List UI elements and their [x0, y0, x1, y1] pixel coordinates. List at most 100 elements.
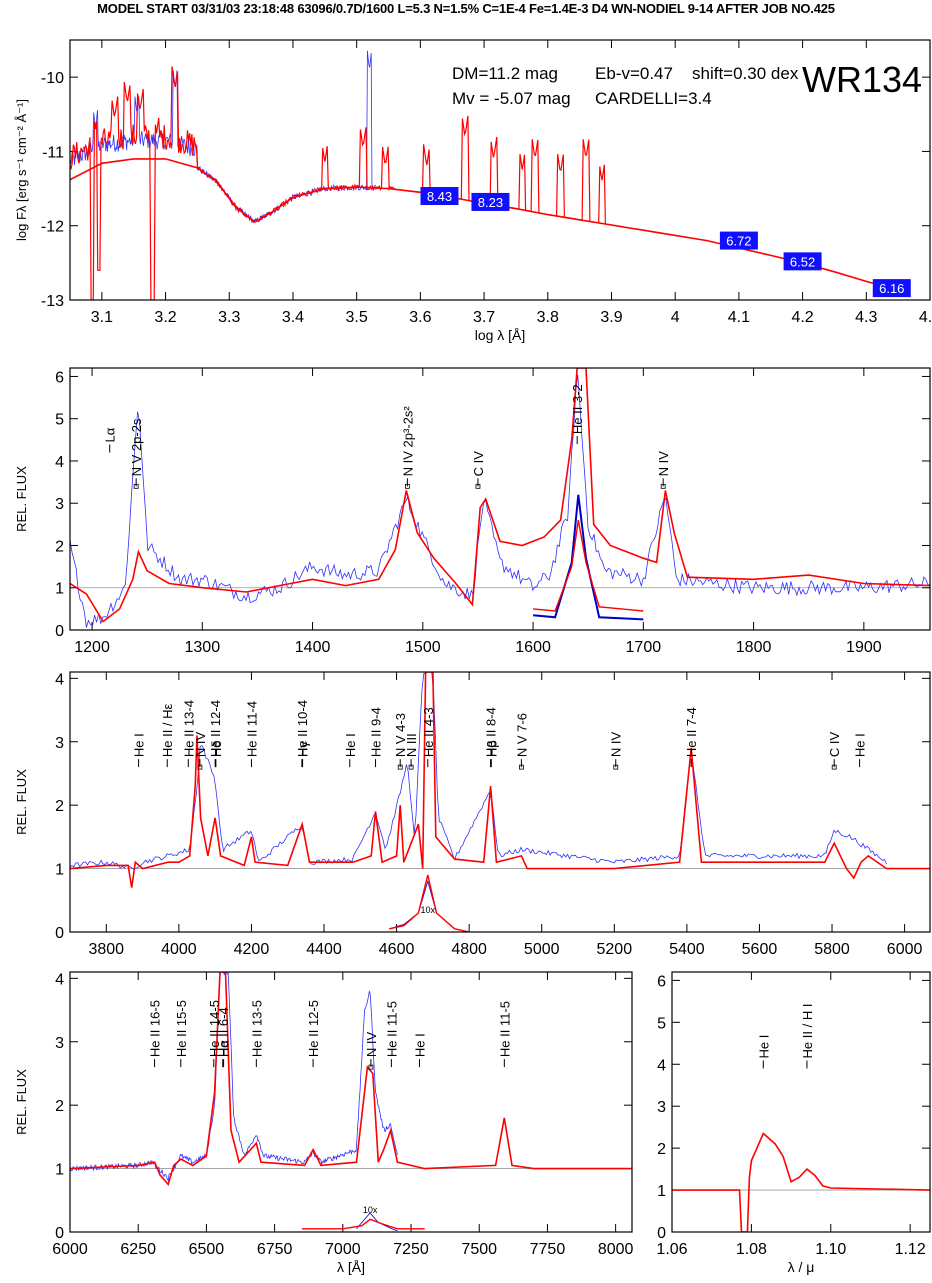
- x-tick-label: 1.12: [895, 1241, 926, 1258]
- x-tick-label: 7500: [461, 1241, 497, 1258]
- x-tick-label: 5000: [524, 941, 560, 958]
- x-tick-label: 5200: [597, 941, 633, 958]
- y-tick-label: 3: [55, 735, 64, 752]
- y-tick-label: 0: [55, 1225, 64, 1242]
- line-id-label: He II 11-5: [497, 1001, 512, 1057]
- x-tick-label: 1800: [736, 639, 772, 656]
- x-tick-label: 5400: [669, 941, 705, 958]
- y-axis-label: REL. FLUX: [14, 466, 29, 532]
- x-tick-label: 1.10: [815, 1241, 846, 1258]
- line-id-multiplet-marker: [408, 764, 414, 770]
- line-id-label: N V 2p-2s: [129, 418, 144, 476]
- x-tick-label: 4400: [306, 941, 342, 958]
- photometry-label: 8.23: [478, 195, 503, 210]
- x-tick-label: 7250: [393, 1241, 429, 1258]
- line-id-multiplet-marker: [613, 764, 619, 770]
- absolute-magnitude: Mv = -5.07 mag: [452, 89, 571, 108]
- x-tick-label: 4.2: [791, 309, 813, 326]
- x-tick-label: 7750: [530, 1241, 566, 1258]
- model-spectrum: [672, 1132, 930, 1232]
- x-tick-label: 3.4: [282, 309, 304, 326]
- x-tick-label: 1300: [185, 639, 221, 656]
- photometry-box: [872, 279, 911, 298]
- y-tick-label: -13: [41, 293, 64, 310]
- y-axis-label: REL. FLUX: [14, 1069, 29, 1135]
- line-id-label: He II 14-5: [207, 1000, 222, 1057]
- line-id-label: He I: [343, 733, 358, 757]
- photometry-box: [783, 252, 822, 271]
- line-id-label: C IV: [471, 451, 486, 477]
- model-continuum: [70, 158, 899, 292]
- model-spectrum: [70, 972, 632, 1187]
- x-tick-label: 6000: [52, 1241, 88, 1258]
- y-tick-label: -10: [41, 70, 64, 87]
- sed-frame: [69, 39, 931, 301]
- x-tick-label: 3800: [88, 941, 124, 958]
- y-tick-label: -12: [41, 219, 64, 236]
- line-id-multiplet-marker: [475, 483, 481, 489]
- x-tick-label: 4200: [234, 941, 270, 958]
- x-tick-label: 1600: [515, 639, 551, 656]
- line-id-label: Hγ: [296, 741, 311, 757]
- photometry-box: [471, 192, 510, 211]
- photometry-label: 6.16: [879, 281, 904, 296]
- line-id-label: Lα: [103, 427, 118, 442]
- line-id-label: He II 6-4: [216, 1007, 231, 1057]
- photometry-box: [420, 187, 459, 205]
- y-tick-label: 4: [657, 1057, 666, 1074]
- y-tick-label: 1: [55, 581, 64, 598]
- x-tick-label: 1.08: [736, 1241, 767, 1258]
- x-tick-label: 3.6: [409, 309, 431, 326]
- photometry-label: 8.43: [427, 189, 452, 204]
- line-id-label: N V 4-3: [393, 713, 408, 757]
- x-tick-label: 5600: [742, 941, 778, 958]
- y-tick-label: 1: [55, 862, 64, 879]
- star-name: WR134: [802, 59, 922, 100]
- line-id-label: He II 9-4: [369, 707, 384, 757]
- line-id-multiplet-marker: [404, 483, 410, 489]
- x-tick-label: 4: [671, 309, 680, 326]
- line-id-label: He II 13-4: [181, 700, 196, 757]
- x-tick-label: 1900: [846, 639, 882, 656]
- line-id-label: He II 11-4: [244, 701, 259, 757]
- photometry-label: 6.72: [726, 234, 751, 249]
- model-inset-spectrum: [533, 519, 644, 612]
- y-tick-label: 4: [55, 971, 64, 988]
- line-id-label: He II / Hε: [160, 703, 175, 757]
- observed-spectrum: [70, 374, 930, 628]
- x-tick-label: 6000: [887, 941, 923, 958]
- line-id-multiplet-marker: [831, 764, 837, 770]
- x-tick-label: 3.5: [346, 309, 368, 326]
- y-tick-label: 6: [657, 973, 666, 990]
- y-tick-label: 5: [657, 1015, 666, 1032]
- y-tick-label: 2: [55, 798, 64, 815]
- red-panel: 6000 6250 6500 6750 7000 7250 7500 7750 8000 0 1 2 3…: [14, 971, 634, 1275]
- x-tick-label: 7000: [325, 1241, 361, 1258]
- observed-spectrum: [70, 972, 398, 1182]
- line-id-label: He II 11-5: [384, 1001, 399, 1057]
- y-tick-label: 2: [657, 1141, 666, 1158]
- line-id-label: He I: [756, 1035, 771, 1059]
- x-tick-label: 8000: [598, 1241, 634, 1258]
- line-id-label: He II 12-5: [306, 1000, 321, 1057]
- y-axis-label: log Fλ [erg s⁻¹ cm⁻² Å⁻¹]: [14, 99, 29, 241]
- y-tick-label: 3: [55, 1035, 64, 1052]
- line-id-multiplet-marker: [660, 483, 666, 489]
- y-tick-label: 1: [55, 1162, 64, 1179]
- model-inset-spectrum: [389, 874, 470, 932]
- line-id-label: He II 13-5: [249, 1000, 264, 1057]
- inset-scale-label: 10x: [363, 1205, 378, 1215]
- line-id-multiplet-marker: [397, 764, 403, 770]
- observed-inset-spectrum: [533, 494, 644, 621]
- distance-modulus: DM=11.2 mag: [452, 64, 558, 83]
- optical-frame: [69, 671, 931, 933]
- line-id-label: N IV: [193, 732, 208, 758]
- x-tick-label: 6250: [120, 1241, 156, 1258]
- line-id-label: Hβ: [484, 740, 499, 757]
- model-inset-spectrum: [301, 1218, 425, 1230]
- line-id-label: He II 10-4: [295, 700, 310, 757]
- x-tick-label: 4.1: [728, 309, 750, 326]
- line-id-label: He II 12-4: [208, 700, 223, 757]
- y-tick-label: 2: [55, 1098, 64, 1115]
